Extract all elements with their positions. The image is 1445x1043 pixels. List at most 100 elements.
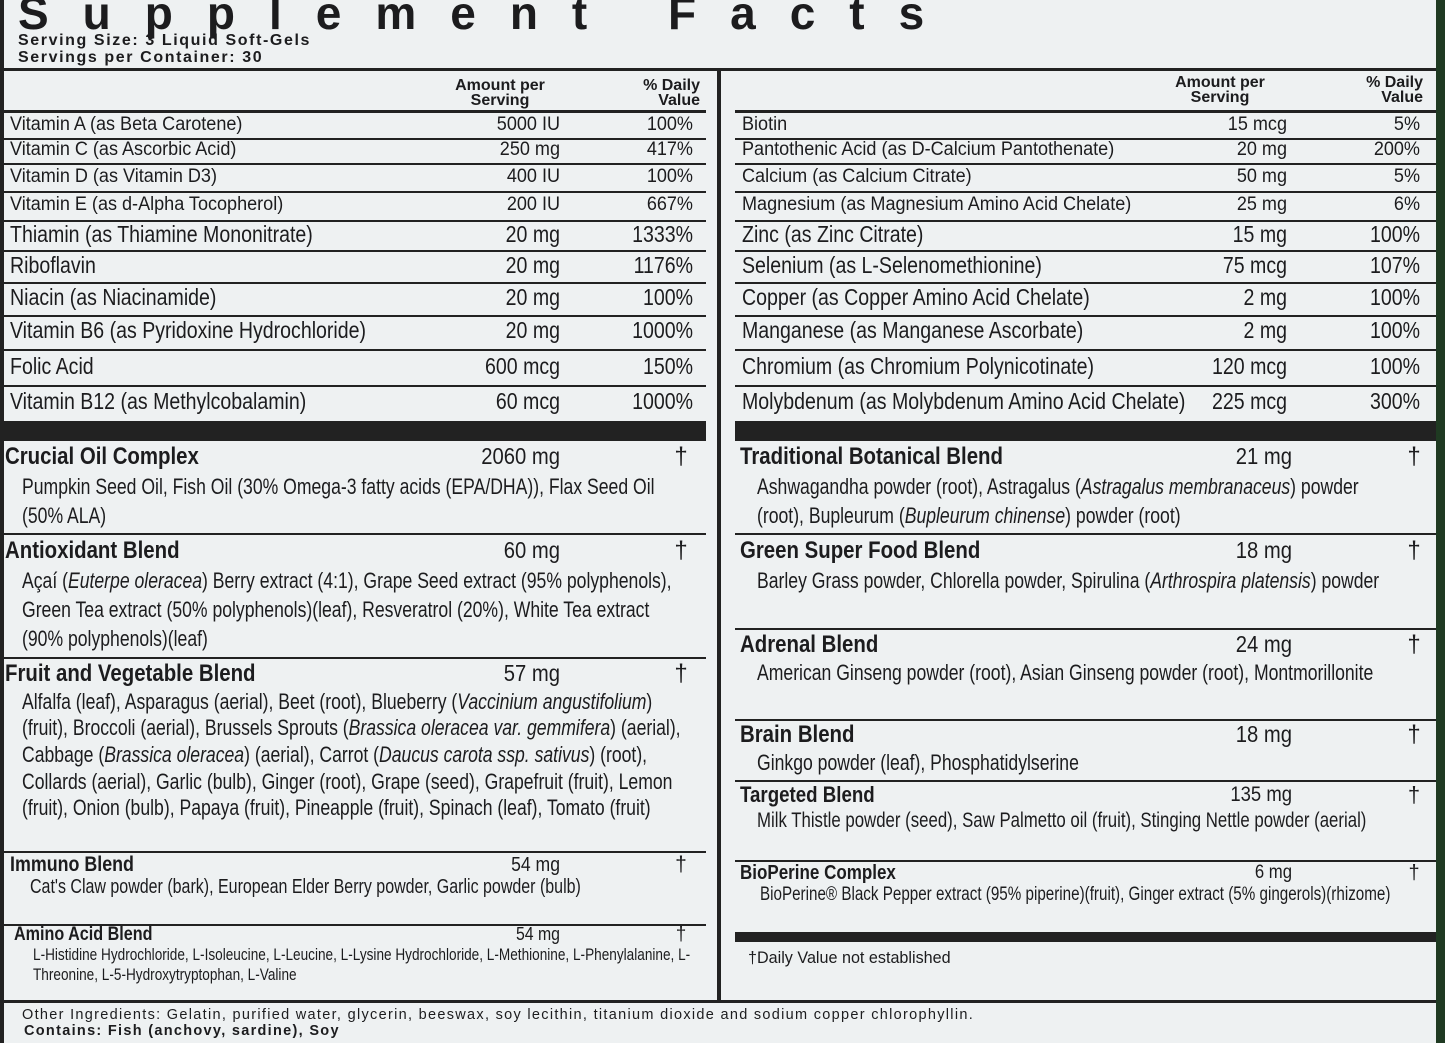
blend-name: Immuno Blend <box>10 853 134 877</box>
blend-daily-value: † <box>1407 781 1421 807</box>
rule <box>735 315 1436 317</box>
serving-size: Serving Size: 3 Liquid Soft-Gels <box>18 32 312 50</box>
blend-daily-value: † <box>1407 720 1421 748</box>
description-text: Milk Thistle powder (seed), Saw Palmetto… <box>757 808 1367 832</box>
nutrient-name: Selenium (as L-Selenomethionine) <box>742 252 1042 279</box>
contains: Contains: Fish (anchovy, sardine), Soy <box>24 1023 340 1040</box>
nutrient-amount: 400 IU <box>506 165 560 187</box>
rule <box>735 163 1436 165</box>
rule <box>4 851 706 853</box>
description-text: ) (aerial), Carrot ( <box>244 742 380 768</box>
column-divider <box>717 70 721 1002</box>
nutrient-amount: 2 mg <box>1243 284 1287 311</box>
blend-name: Green Super Food Blend <box>740 536 981 564</box>
rule <box>735 932 1436 942</box>
blend-amount: 24 mg <box>1235 631 1292 658</box>
nutrient-name: Vitamin B6 (as Pyridoxine Hydrochloride) <box>10 317 367 344</box>
blend-amount: 135 mg <box>1230 783 1292 807</box>
nutrient-name: Copper (as Copper Amino Acid Chelate) <box>742 284 1090 311</box>
nutrient-daily-value: 100% <box>1369 353 1420 380</box>
nutrient-amount: 15 mcg <box>1227 113 1287 135</box>
nutrient-daily-value: 200% <box>1373 138 1420 160</box>
nutrient-amount: 20 mg <box>505 252 560 279</box>
blend-name: Brain Blend <box>740 720 855 748</box>
nutrient-name: Vitamin A (as Beta Carotene) <box>10 113 243 135</box>
nutrient-name: Vitamin B12 (as Methylcobalamin) <box>10 388 307 415</box>
nutrient-name: Calcium (as Calcium Citrate) <box>742 165 972 187</box>
blend-description: Barley Grass powder, Chlorella powder, S… <box>757 566 1405 595</box>
blend-name: Crucial Oil Complex <box>5 442 199 470</box>
nutrient-amount: 200 IU <box>506 193 560 215</box>
rule <box>735 191 1436 193</box>
blend-description: Alfalfa (leaf), Asparagus (aerial), Beet… <box>22 689 685 823</box>
nutrient-amount: 75 mcg <box>1222 252 1287 279</box>
blend-amount: 6 mg <box>1254 861 1292 883</box>
nutrient-daily-value: 100% <box>1369 284 1420 311</box>
blend-name: Traditional Botanical Blend <box>740 442 1003 470</box>
nutrient-name: Riboflavin <box>10 252 96 279</box>
rule <box>735 220 1436 222</box>
blend-amount: 60 mg <box>503 537 560 564</box>
blend-description: Açaí (Euterpe oleracea) Berry extract (4… <box>22 566 685 653</box>
nutrient-name: Chromium (as Chromium Polynicotinate) <box>742 353 1095 380</box>
rule <box>735 628 1436 630</box>
description-text: Daucus carota ssp. sativus <box>379 742 590 768</box>
rule <box>735 349 1436 351</box>
nutrient-name: Folic Acid <box>10 353 94 380</box>
nutrient-daily-value: 1000% <box>632 317 693 344</box>
rule <box>4 163 706 165</box>
rule <box>4 191 706 193</box>
daily-value-header: % Daily Value <box>1366 73 1423 106</box>
description-text: ) powder (root) <box>1065 502 1181 528</box>
rule <box>735 282 1436 284</box>
blend-daily-value: † <box>1407 442 1421 470</box>
rule <box>735 780 1436 782</box>
rule <box>4 385 706 387</box>
blend-daily-value: † <box>675 923 687 945</box>
rule <box>4 250 706 252</box>
blend-description: Milk Thistle powder (seed), Saw Palmetto… <box>757 808 1405 833</box>
nutrient-amount: 50 mg <box>1236 165 1287 187</box>
nutrient-amount: 5000 IU <box>496 113 560 135</box>
nutrient-amount: 250 mg <box>499 138 560 160</box>
rule <box>735 385 1436 387</box>
blend-amount: 54 mg <box>515 924 560 945</box>
nutrient-amount: 120 mcg <box>1212 353 1287 380</box>
blend-description: Cat's Claw powder (bark), European Elder… <box>30 876 690 899</box>
nutrient-daily-value: 5% <box>1393 165 1420 187</box>
blend-amount: 2060 mg <box>481 443 560 470</box>
description-text: Euterpe oleracea <box>67 567 203 593</box>
nutrient-amount: 20 mg <box>505 317 560 344</box>
description-text: Cat's Claw powder (bark), European Elder… <box>30 875 581 898</box>
rule <box>4 110 706 113</box>
nutrient-amount: 600 mcg <box>485 353 560 380</box>
nutrient-name: Magnesium (as Magnesium Amino Acid Chela… <box>742 193 1132 215</box>
blend-description: Pumpkin Seed Oil, Fish Oil (30% Omega-3 … <box>22 472 685 530</box>
rule <box>4 282 706 284</box>
nutrient-daily-value: 5% <box>1393 113 1420 135</box>
description-text: Bupleurum chinense <box>904 502 1066 528</box>
rule <box>735 421 1436 441</box>
nutrient-daily-value: 100% <box>646 113 693 135</box>
nutrient-name: Pantothenic Acid (as D-Calcium Pantothen… <box>742 138 1115 160</box>
nutrient-name: Vitamin D (as Vitamin D3) <box>10 165 217 187</box>
nutrient-daily-value: 1176% <box>633 252 693 279</box>
nutrient-amount: 15 mg <box>1232 221 1287 248</box>
description-text: Arthrospira platensis <box>1150 567 1311 593</box>
nutrient-amount: 20 mg <box>505 221 560 248</box>
description-text: Brassica oleracea var. gemmifera <box>348 715 611 741</box>
nutrient-name: Biotin <box>742 113 788 135</box>
nutrient-daily-value: 100% <box>1369 317 1420 344</box>
right-edge <box>1436 0 1445 1043</box>
nutrient-amount: 25 mg <box>1236 193 1287 215</box>
blend-daily-value: † <box>675 853 687 877</box>
description-text: ) powder <box>1310 567 1380 593</box>
description-text: Barley Grass powder, Chlorella powder, S… <box>757 567 1151 593</box>
nutrient-name: Manganese (as Manganese Ascorbate) <box>742 317 1084 344</box>
rule <box>735 860 1436 862</box>
rule <box>4 421 706 441</box>
nutrient-name: Molybdenum (as Molybdenum Amino Acid Che… <box>742 388 1186 415</box>
other-ingredients: Other Ingredients: Gelatin, purified wat… <box>22 1007 975 1024</box>
description-text: Alfalfa (leaf), Asparagus (aerial), Beet… <box>22 688 458 714</box>
